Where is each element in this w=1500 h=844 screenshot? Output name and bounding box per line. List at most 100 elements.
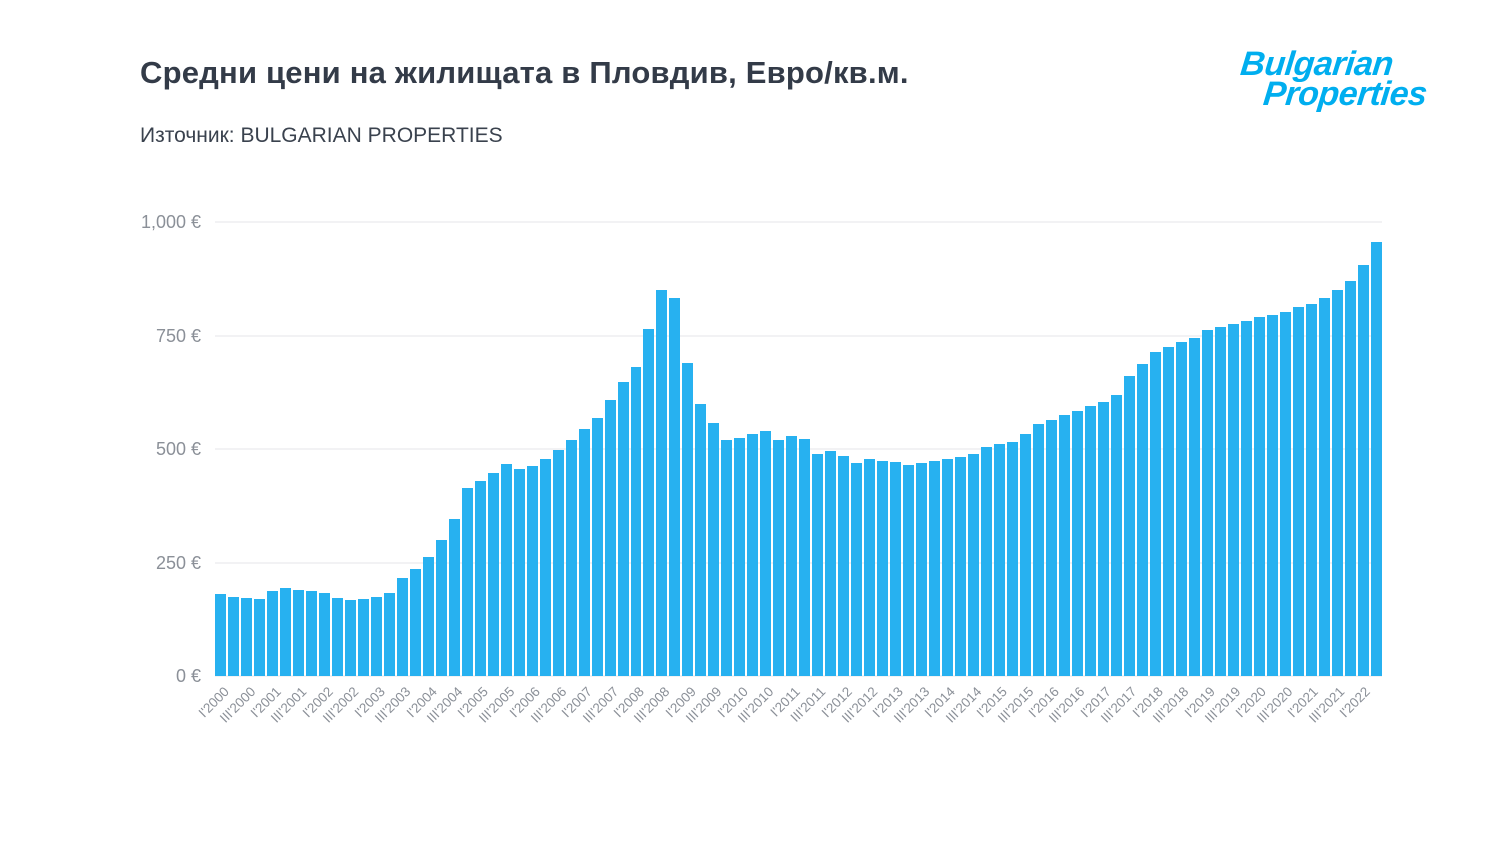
bar <box>526 466 538 676</box>
bar <box>1305 303 1317 676</box>
gridline <box>215 335 1382 336</box>
bar <box>318 592 330 676</box>
bar <box>500 463 512 676</box>
bar <box>1214 327 1226 676</box>
y-axis-label: 250 € <box>155 552 201 573</box>
chart-title: Средни цени на жилищата в Пловдив, Евро/… <box>140 55 909 90</box>
bar <box>227 596 239 676</box>
brand-logo: Bulgarian Properties <box>1236 45 1431 113</box>
bar <box>396 578 408 676</box>
bar <box>734 438 746 676</box>
bar <box>604 399 616 676</box>
bar <box>877 460 889 676</box>
bar <box>591 418 603 676</box>
bar <box>344 599 356 676</box>
bar <box>669 298 681 676</box>
bar <box>1123 376 1135 676</box>
bar <box>1149 351 1161 676</box>
bar <box>1240 320 1252 676</box>
y-axis-label: 1,000 € <box>140 212 201 232</box>
bar <box>487 472 499 676</box>
bar <box>890 462 902 676</box>
bar <box>552 450 564 676</box>
bar <box>643 328 655 676</box>
bar <box>1266 314 1278 676</box>
bar <box>253 598 265 676</box>
x-axis-labels: I'2000 III'2000 I'2001 III'2001 I'2002 III'20… <box>196 684 1382 779</box>
brand-logo-line2: Properties <box>1261 74 1429 113</box>
bar <box>1071 410 1083 676</box>
y-axis-label: 500 € <box>155 439 201 459</box>
bar <box>1279 311 1291 676</box>
bar <box>1058 415 1070 676</box>
bar <box>1370 242 1382 676</box>
bar <box>1331 290 1343 676</box>
bar <box>1110 394 1122 676</box>
bar <box>1318 298 1330 676</box>
bar <box>1188 338 1200 676</box>
bar <box>565 439 577 676</box>
bar <box>1162 346 1174 676</box>
y-axis-label: 0 € <box>175 666 201 686</box>
bar <box>1046 419 1057 676</box>
bar <box>942 459 954 676</box>
bar <box>305 590 317 676</box>
bar <box>1344 281 1356 676</box>
bar <box>994 444 1006 676</box>
bar <box>721 439 733 676</box>
bar <box>578 428 590 676</box>
bar <box>240 597 252 676</box>
bar <box>435 539 447 676</box>
bar <box>539 459 551 676</box>
bar <box>1201 330 1213 676</box>
bar <box>812 454 824 676</box>
gridline <box>215 221 1382 223</box>
bar <box>422 557 434 676</box>
bar <box>1175 342 1187 676</box>
bar <box>357 598 369 676</box>
bar <box>474 480 486 676</box>
bar <box>1253 317 1265 676</box>
gridline <box>215 675 1382 677</box>
gridline <box>215 448 1382 450</box>
bar <box>838 456 850 676</box>
bar <box>955 457 967 676</box>
bar <box>292 589 304 676</box>
bar <box>773 440 785 676</box>
bar <box>968 453 980 676</box>
bar <box>929 460 941 676</box>
bar <box>799 438 811 676</box>
bar <box>981 447 993 676</box>
bars-container <box>215 222 1382 676</box>
bar <box>617 381 629 676</box>
bar <box>786 435 798 676</box>
bar <box>513 469 525 676</box>
bar <box>1007 441 1019 676</box>
bar <box>916 463 928 676</box>
bar <box>903 465 915 676</box>
bar <box>266 590 278 676</box>
bar <box>1227 324 1239 676</box>
bar <box>682 362 694 676</box>
gridline <box>215 562 1382 563</box>
bar <box>1033 424 1044 676</box>
chart-source: Източник: BULGARIAN PROPERTIES <box>140 124 503 147</box>
bar <box>864 458 876 676</box>
bar <box>1020 433 1032 676</box>
bar <box>825 451 837 676</box>
bar <box>1084 406 1096 676</box>
bar <box>409 569 421 676</box>
bar <box>1097 401 1109 676</box>
bar <box>383 593 395 676</box>
bar <box>708 422 720 676</box>
bar <box>747 434 759 676</box>
bar <box>851 462 863 676</box>
bar <box>448 519 460 676</box>
bar <box>1136 363 1148 676</box>
bar <box>279 588 291 676</box>
bar <box>1292 307 1304 676</box>
bar <box>760 430 772 676</box>
bar <box>215 594 226 676</box>
bar <box>331 597 343 676</box>
